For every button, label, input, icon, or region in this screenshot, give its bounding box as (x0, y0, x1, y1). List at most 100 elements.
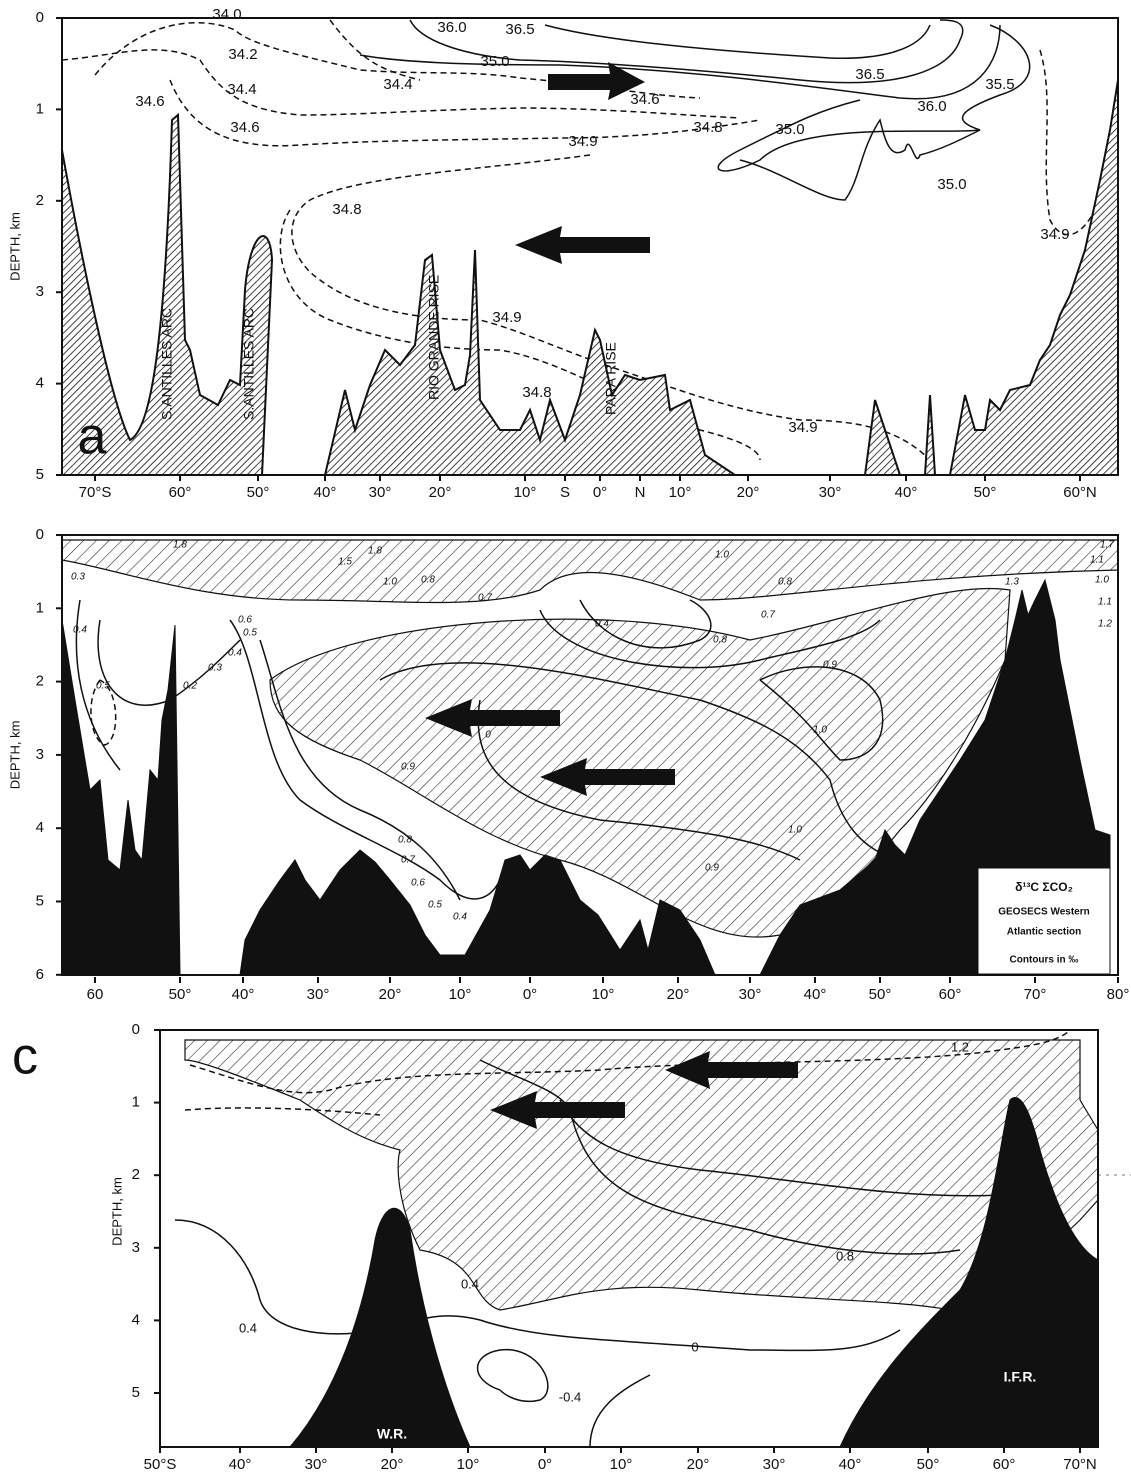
x-tick-label: 60° (993, 1456, 1016, 1473)
y-tick-label: 1 (36, 100, 44, 117)
contour-label: 34.9 (568, 133, 597, 150)
contour-or-topography (539, 609, 881, 669)
contour-label: 1.1 (1090, 555, 1104, 566)
contour-or-topography (61, 49, 741, 119)
panel-label: a (78, 408, 107, 466)
y-tick-label: 5 (36, 466, 44, 483)
panel-a-drawing (61, 17, 1119, 476)
contour-label: 0 (485, 730, 491, 741)
contour-label: 34.2 (228, 46, 257, 63)
x-tick-label: S (560, 484, 570, 501)
x-tick-label: 40° (314, 484, 337, 501)
y-tick-label: 6 (36, 966, 44, 983)
contour-label: 34.6 (230, 119, 259, 136)
contour-label: 0.2 (183, 681, 197, 692)
contour-or-topography (717, 24, 1031, 172)
contour-or-topography (61, 619, 181, 976)
x-tick-label: 50° (169, 986, 192, 1003)
contour-label: 1.8 (173, 540, 187, 551)
x-tick-label: 10° (457, 1456, 480, 1473)
contour-label: 0.9 (401, 762, 415, 773)
x-tick-label: 20° (381, 1456, 404, 1473)
x-tick-label: 0° (523, 986, 537, 1003)
x-tick-label: 40° (839, 1456, 862, 1473)
contour-label: 0.4 (73, 625, 87, 636)
x-tick-label: 20° (687, 1456, 710, 1473)
x-tick-label: 30° (305, 1456, 328, 1473)
contour-or-topography (169, 79, 761, 147)
contour-label: 0.7 (761, 610, 775, 621)
contour-or-topography (476, 1349, 549, 1402)
contour-or-topography (189, 1029, 1071, 1094)
contour-or-topography (477, 699, 801, 861)
x-tick-label: 60° (939, 986, 962, 1003)
x-tick-label: 10° (669, 484, 692, 501)
x-tick-label: 30° (739, 986, 762, 1003)
flow-arrow (515, 226, 650, 264)
contour-label: 0.4 (461, 1276, 479, 1291)
contour-label: 1.0 (788, 825, 802, 836)
y-tick-label: 0 (132, 1021, 140, 1038)
contour-or-topography (544, 24, 931, 59)
contour-or-topography (839, 1097, 1099, 1448)
contour-label: 1.0 (383, 577, 397, 588)
contour-label: 0.3 (208, 663, 222, 674)
contour-label: 1.8 (368, 546, 382, 557)
contour-or-topography (739, 118, 981, 201)
frame (159, 1029, 1099, 1448)
x-tick-label: 20° (737, 484, 760, 501)
y-tick-label: 3 (132, 1239, 140, 1256)
contour-label: 1.0 (715, 550, 729, 561)
contour-label: 1.0 (1095, 575, 1109, 586)
y-tick-label: 4 (36, 375, 44, 392)
x-tick-label: 20° (667, 986, 690, 1003)
y-tick-label: 2 (36, 673, 44, 690)
contour-label: 0.8 (778, 577, 792, 588)
panel-b-drawing (61, 534, 1119, 976)
contour-label: 0.5 (243, 628, 257, 639)
contour-label: 0.4 (228, 648, 242, 659)
x-tick-label: 0° (593, 484, 607, 501)
contour-label: 35.0 (937, 176, 966, 193)
contour-label: 35.0 (480, 53, 509, 70)
contour-or-topography (259, 639, 461, 901)
panel-label: c (12, 1028, 38, 1086)
contour-label: 0 (691, 1339, 698, 1354)
contour-or-topography (379, 662, 901, 861)
contour-label: 35.5 (985, 76, 1014, 93)
flow-arrow (425, 699, 560, 737)
y-tick-label: 2 (36, 192, 44, 209)
contour-or-topography (863, 394, 937, 476)
x-tick-label: 20° (379, 986, 402, 1003)
contour-or-topography (329, 19, 421, 81)
legend-text: Contours in ‰ (1010, 955, 1079, 966)
x-tick-label: 40° (804, 986, 827, 1003)
x-tick-label: 10° (592, 986, 615, 1003)
contour-label: 0.4 (453, 912, 467, 923)
contour-label: 34.6 (630, 91, 659, 108)
contour-label: 34.4 (383, 76, 412, 93)
x-tick-label: 40° (232, 986, 255, 1003)
x-tick-label: 10° (449, 986, 472, 1003)
panel-c-drawing (159, 1029, 1131, 1448)
contour-label: 34.9 (788, 419, 817, 436)
feature-label: RIO GRANDE RISE (426, 275, 442, 400)
x-tick-label: 30° (763, 1456, 786, 1473)
contour-or-topography (239, 849, 716, 976)
contour-or-topography (279, 209, 761, 461)
feature-label: S.ANTILLES ARC (241, 308, 257, 420)
contour-label: 35.0 (775, 121, 804, 138)
contour-label: 34.9 (1040, 226, 1069, 243)
flow-arrow (665, 1051, 798, 1089)
contour-or-topography (559, 1099, 1001, 1197)
contour-label: 34.8 (693, 119, 722, 136)
y-axis-title: DEPTH, km (7, 212, 22, 281)
frame (977, 867, 1111, 975)
contour-label: 36.5 (505, 21, 534, 38)
contour-label: 0.6 (411, 878, 425, 889)
x-tick-label: 70°N (1063, 1456, 1097, 1473)
x-tick-label: 70° (1024, 986, 1047, 1003)
